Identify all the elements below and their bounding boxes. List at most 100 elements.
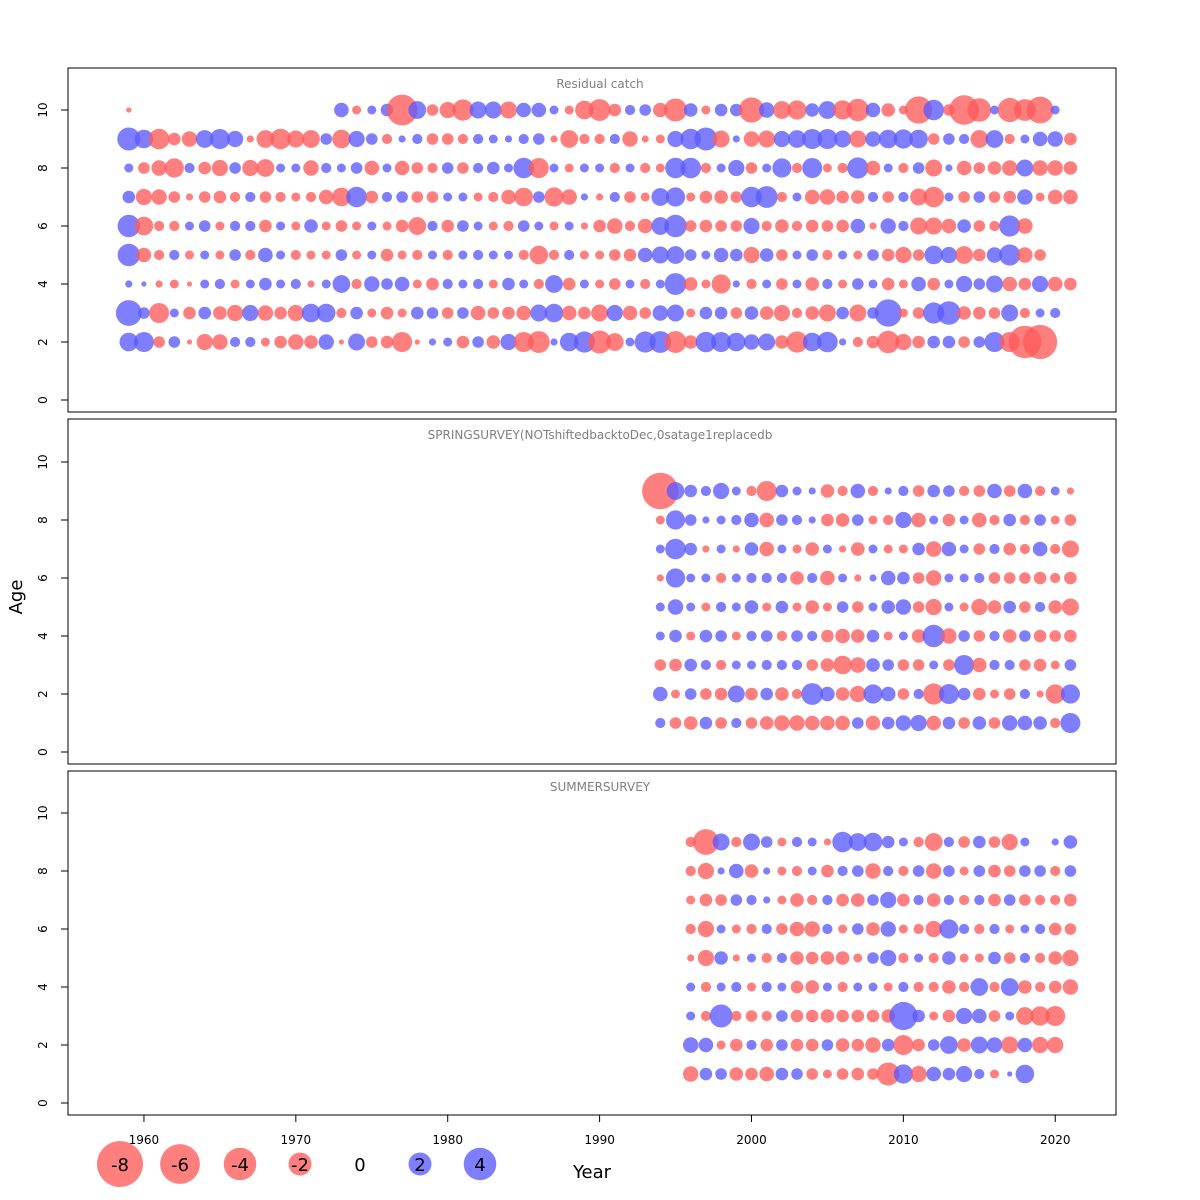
bubble bbox=[806, 659, 818, 671]
bubble bbox=[1047, 276, 1063, 292]
bubble bbox=[897, 659, 910, 671]
bubble bbox=[184, 162, 195, 174]
bubble bbox=[881, 277, 895, 291]
bubble bbox=[260, 337, 270, 347]
bubble bbox=[301, 303, 321, 323]
bubble bbox=[760, 630, 773, 642]
bubble bbox=[367, 250, 377, 260]
bubble bbox=[452, 99, 474, 121]
bubble bbox=[533, 191, 545, 203]
y-tick-label: 6 bbox=[36, 222, 50, 230]
bubble bbox=[458, 279, 468, 289]
bubble bbox=[1020, 924, 1030, 934]
bubble bbox=[1035, 308, 1045, 318]
bubble bbox=[926, 715, 941, 731]
bubble bbox=[473, 221, 483, 231]
bubble bbox=[732, 954, 740, 962]
bubble bbox=[1045, 684, 1065, 704]
bubble bbox=[366, 336, 378, 348]
bubble bbox=[839, 338, 847, 346]
bubble bbox=[912, 307, 925, 319]
bubble bbox=[822, 163, 832, 173]
bubble bbox=[772, 158, 792, 178]
bubble bbox=[929, 1011, 939, 1021]
bubble bbox=[1020, 837, 1030, 847]
bubble bbox=[989, 923, 1000, 935]
bubble bbox=[1019, 865, 1031, 877]
bubble bbox=[747, 982, 756, 992]
bubble bbox=[743, 334, 760, 350]
bubble bbox=[866, 1009, 880, 1023]
bubble bbox=[473, 133, 484, 145]
bubble bbox=[1045, 1006, 1066, 1026]
bubble bbox=[456, 335, 470, 349]
bubble bbox=[972, 1008, 987, 1024]
bubble bbox=[804, 189, 820, 205]
bubble bbox=[971, 598, 988, 616]
bubble bbox=[1063, 189, 1078, 205]
bubble bbox=[942, 513, 956, 527]
bubble bbox=[304, 335, 318, 349]
bubble bbox=[716, 659, 727, 671]
bubble bbox=[807, 837, 817, 847]
bubble bbox=[938, 684, 959, 704]
bubble bbox=[758, 333, 776, 351]
bubble bbox=[624, 104, 636, 116]
bubble bbox=[729, 1067, 744, 1081]
bubble bbox=[913, 836, 924, 848]
bubble bbox=[258, 247, 273, 263]
bubble bbox=[381, 133, 393, 145]
bubble bbox=[893, 1064, 914, 1084]
bubble bbox=[852, 601, 864, 613]
bubble bbox=[867, 485, 879, 497]
bubble bbox=[115, 300, 142, 326]
bubble bbox=[926, 541, 942, 557]
bubble bbox=[876, 1062, 900, 1086]
bubble bbox=[898, 485, 909, 497]
x-tick-label: 2020 bbox=[1040, 1133, 1071, 1147]
panel-3: SUMMERSURVEY 0 2 4 6 8 10 bbox=[36, 770, 1117, 1116]
bubble bbox=[912, 865, 925, 877]
bubble bbox=[928, 981, 939, 993]
bubble bbox=[775, 600, 789, 614]
bubble bbox=[318, 189, 334, 205]
bubble bbox=[970, 978, 989, 996]
bubble bbox=[967, 98, 992, 122]
x-axis: 1960 1970 1980 1990 2000 2010 2020 bbox=[129, 1115, 1071, 1147]
bubble bbox=[700, 688, 712, 700]
bubble bbox=[958, 717, 970, 729]
bubble bbox=[1019, 894, 1031, 906]
bubble bbox=[332, 129, 351, 149]
bubble bbox=[1035, 952, 1046, 964]
bubble bbox=[441, 307, 454, 319]
bubble bbox=[470, 305, 486, 321]
bubble bbox=[588, 99, 611, 121]
bubble bbox=[838, 924, 848, 934]
bubble bbox=[1019, 688, 1030, 700]
bubble bbox=[346, 186, 367, 208]
bubble bbox=[514, 187, 533, 207]
bubble bbox=[954, 655, 975, 675]
bubble bbox=[1002, 629, 1017, 643]
bubble bbox=[989, 514, 1000, 526]
bubble bbox=[287, 304, 304, 322]
bubble bbox=[820, 1009, 835, 1023]
bubble bbox=[988, 307, 1001, 319]
bubble bbox=[730, 307, 743, 319]
bubble bbox=[302, 130, 320, 148]
bubble bbox=[731, 486, 741, 496]
bubble bbox=[625, 337, 635, 347]
y-tick-label: 6 bbox=[36, 574, 50, 582]
bubble bbox=[927, 335, 940, 349]
bubble bbox=[408, 101, 427, 119]
bubble bbox=[426, 277, 439, 291]
bubble bbox=[168, 132, 181, 146]
bubble bbox=[759, 716, 774, 730]
bubble bbox=[519, 279, 529, 289]
bubble bbox=[1062, 949, 1079, 967]
bubble bbox=[731, 514, 742, 526]
bubble bbox=[959, 133, 970, 145]
bubble bbox=[441, 219, 455, 233]
bubble bbox=[806, 1068, 818, 1080]
bubble bbox=[1050, 660, 1060, 670]
